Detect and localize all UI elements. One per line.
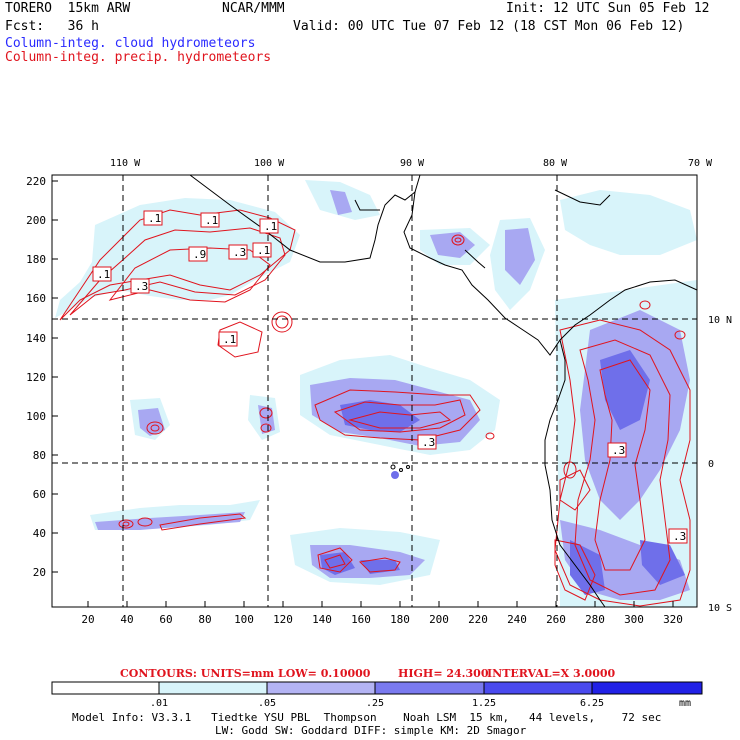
color-bar: [51, 681, 703, 695]
y-tick: 180: [26, 253, 46, 266]
color-bar-label: 6.25: [580, 698, 604, 709]
legend-cloud: Column-integ. cloud hydrometeors: [5, 36, 256, 51]
x-tick: 140: [312, 613, 332, 626]
color-bar-segment: [591, 681, 703, 695]
x-axis-labels: 20 40 60 80 100 120 140 160 180 200 220 …: [81, 613, 683, 626]
contours-high: HIGH= 24.300: [398, 667, 489, 680]
color-bar-label: 1.25: [472, 698, 496, 709]
contour-label: .9: [193, 248, 206, 261]
contours-interval: INTERVAL=X 3.0000: [487, 667, 615, 680]
x-tick: 100: [234, 613, 254, 626]
axis-ticks: [52, 180, 674, 607]
contour-label: .1: [223, 333, 236, 346]
contour-label: .3: [422, 436, 435, 449]
contour-label: .1: [264, 220, 277, 233]
top-longitude-labels: 110 W 100 W 90 W 80 W 70 W: [110, 158, 713, 169]
lon-label: 80 W: [543, 158, 568, 169]
lon-label: 110 W: [110, 158, 141, 169]
hydrometeor-fields: [55, 180, 697, 607]
x-tick: 80: [198, 613, 211, 626]
lon-label: 100 W: [254, 158, 285, 169]
color-bar-label: .25: [366, 698, 384, 709]
lon-label: 90 W: [400, 158, 425, 169]
lat-label: 10 N: [708, 315, 732, 326]
color-bar-labels: .01 .05 .25 1.25 6.25 mm: [150, 698, 691, 709]
y-tick: 80: [33, 449, 46, 462]
color-bar-segment: [374, 681, 485, 695]
y-tick: 100: [26, 410, 46, 423]
color-bar-label: .05: [258, 698, 276, 709]
color-bar-segment: [266, 681, 376, 695]
y-tick: 120: [26, 371, 46, 384]
y-tick: 140: [26, 332, 46, 345]
org-label: NCAR/MMM: [222, 1, 285, 16]
x-tick: 300: [624, 613, 644, 626]
legend-precip: Column-integ. precip. hydrometeors: [5, 50, 272, 65]
contour-label: .1: [148, 212, 161, 225]
precip-contours: [59, 209, 691, 607]
x-tick: 20: [81, 613, 94, 626]
x-tick: 320: [663, 613, 683, 626]
lat-label: 10 S: [708, 603, 732, 614]
right-latitude-labels: 10 N 0 10 S: [708, 315, 732, 614]
y-tick: 220: [26, 175, 46, 188]
coastlines: [189, 174, 698, 608]
color-bar-segment: [483, 681, 593, 695]
model-label: TORERO 15km ARW: [5, 1, 131, 16]
y-axis-labels: 220 200 180 160 140 120 100 80 60 40 20: [26, 175, 46, 579]
model-info-line1: Model Info: V3.3.1 Tiedtke YSU PBL Thomp…: [72, 711, 662, 724]
cloud-dark-shading: [320, 350, 685, 595]
contour-label: .3: [673, 530, 686, 543]
x-tick: 200: [429, 613, 449, 626]
lon-label: 70 W: [688, 158, 713, 169]
y-tick: 160: [26, 292, 46, 305]
contour-label: .3: [612, 444, 625, 457]
contour-labels: .1 .1 .1 .9 .3 .1 .1 .3 .1 .3 .3 .3: [97, 212, 686, 543]
color-bar-label: .01: [150, 698, 168, 709]
x-tick: 240: [507, 613, 527, 626]
valid-time: Valid: 00 UTC Tue 07 Feb 12 (18 CST Mon …: [293, 19, 685, 34]
contours-caption: CONTOURS: UNITS=mm LOW= 0.10000 HIGH= 24…: [120, 667, 615, 680]
y-tick: 200: [26, 214, 46, 227]
contour-label: .3: [135, 280, 148, 293]
lat-label: 0: [708, 459, 714, 470]
x-tick: 260: [546, 613, 566, 626]
contour-label: .3: [233, 246, 246, 259]
y-tick: 20: [33, 566, 46, 579]
init-time: Init: 12 UTC Sun 05 Feb 12: [506, 1, 710, 16]
forecast-hour: Fcst: 36 h: [5, 19, 99, 34]
x-tick: 60: [159, 613, 172, 626]
contour-label: .1: [205, 214, 218, 227]
x-tick: 180: [390, 613, 410, 626]
x-tick: 160: [351, 613, 371, 626]
contour-label: .1: [97, 268, 110, 281]
x-tick: 280: [585, 613, 605, 626]
contour-label: .1: [257, 244, 270, 257]
color-bar-unit: mm: [679, 698, 691, 709]
x-tick: 120: [273, 613, 293, 626]
x-tick: 220: [468, 613, 488, 626]
y-tick: 40: [33, 527, 46, 540]
map-frame: [51, 174, 698, 608]
contours-units: CONTOURS: UNITS=mm LOW= 0.10000: [120, 667, 371, 680]
y-tick: 60: [33, 488, 46, 501]
contour-label-boxes: [92, 210, 688, 544]
model-info-line2: LW: Godd SW: Goddard DIFF: simple KM: 2D…: [215, 724, 527, 737]
color-bar-segment: [158, 681, 268, 695]
x-tick: 40: [120, 613, 133, 626]
color-bar-segment: [51, 681, 160, 695]
